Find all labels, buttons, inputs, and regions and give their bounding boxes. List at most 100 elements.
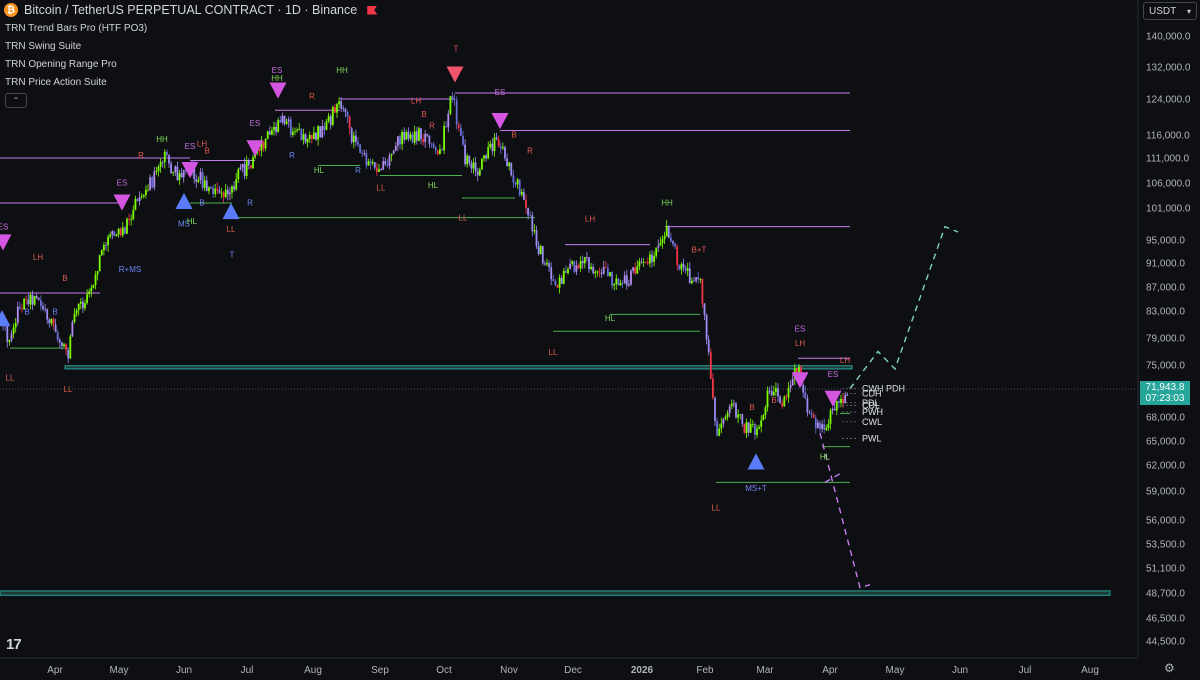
- flag-icon[interactable]: [367, 5, 378, 15]
- candle: [365, 153, 368, 166]
- candle: [317, 126, 319, 140]
- candle: [840, 398, 842, 404]
- candle: [817, 422, 819, 428]
- indicator-item[interactable]: TRN Trend Bars Pro (HTF PO3): [5, 23, 148, 34]
- candle: [598, 271, 601, 273]
- candle: [27, 299, 30, 305]
- candle: [373, 162, 376, 168]
- candle: [233, 186, 235, 190]
- candle: [842, 398, 844, 404]
- candle: [489, 143, 492, 147]
- currency-label: USDT: [1149, 5, 1177, 17]
- candle: [12, 327, 15, 334]
- swing-high-marker: [113, 194, 131, 211]
- candle: [775, 388, 777, 392]
- candle: [592, 266, 595, 274]
- candle: [772, 391, 775, 396]
- candle: [151, 177, 154, 188]
- candle: [594, 271, 597, 274]
- candle: [741, 414, 744, 425]
- candle: [453, 99, 456, 100]
- candle: [201, 172, 204, 189]
- candle: [397, 136, 399, 146]
- candle: [466, 155, 469, 165]
- candle: [651, 254, 653, 262]
- candle: [336, 104, 338, 113]
- candle: [476, 171, 479, 176]
- candle: [338, 101, 340, 105]
- candle: [283, 115, 286, 124]
- candle: [804, 392, 807, 399]
- swing-label: LL: [227, 225, 236, 234]
- indicator-item[interactable]: TRN Price Action Suite: [5, 77, 107, 88]
- candle: [649, 254, 651, 264]
- candle: [195, 179, 198, 182]
- candle: [432, 143, 435, 148]
- candle: [88, 291, 91, 295]
- indicator-item[interactable]: TRN Swing Suite: [5, 41, 82, 52]
- swing-label: R: [527, 146, 533, 155]
- candle: [445, 126, 448, 128]
- candle: [19, 306, 21, 309]
- y-tick-label: 124,000.0: [1146, 95, 1191, 106]
- candle: [266, 131, 269, 139]
- candle: [457, 124, 460, 128]
- current-price-value: 71,943.8: [1145, 382, 1185, 393]
- candle: [455, 99, 458, 125]
- candle: [628, 284, 630, 286]
- swing-low-marker: [0, 310, 11, 327]
- candle: [275, 126, 277, 133]
- candle: [75, 310, 78, 314]
- candle: [487, 146, 490, 159]
- candle: [331, 106, 334, 125]
- candle: [355, 135, 357, 142]
- swing-label: HH: [661, 199, 673, 208]
- swing-label: LL: [377, 184, 386, 193]
- candle: [749, 424, 752, 433]
- candle: [544, 263, 546, 265]
- candle: [145, 190, 147, 195]
- candle: [180, 173, 183, 178]
- swing-label: LH: [411, 97, 421, 106]
- currency-selector[interactable]: USDT ▾: [1143, 2, 1197, 20]
- candle: [510, 162, 513, 176]
- y-tick-label: 75,000.0: [1146, 361, 1185, 372]
- y-tick-label: 101,000.0: [1146, 204, 1191, 215]
- level-label: CDH: [862, 389, 882, 399]
- indicator-item[interactable]: TRN Opening Range Pro: [5, 59, 117, 70]
- swing-markers: [0, 66, 842, 470]
- candle: [485, 155, 487, 159]
- candle: [686, 268, 689, 271]
- y-tick-label: 106,000.0: [1146, 179, 1191, 190]
- gear-icon[interactable]: ⚙: [1164, 661, 1175, 675]
- candle: [224, 189, 227, 197]
- candle: [590, 266, 592, 270]
- collapse-indicators-button[interactable]: ⌃: [5, 93, 27, 108]
- candle: [762, 415, 765, 421]
- candle: [415, 131, 418, 141]
- candle: [401, 131, 403, 145]
- candle: [252, 157, 254, 169]
- candle: [514, 182, 517, 185]
- tradingview-logo-icon[interactable]: 17: [6, 636, 22, 653]
- candle: [443, 126, 445, 151]
- candle: [657, 245, 660, 248]
- candle: [124, 227, 126, 234]
- candle: [516, 179, 519, 185]
- candle: [304, 134, 307, 143]
- swing-label: ES: [250, 119, 261, 128]
- candle: [277, 120, 280, 133]
- candle: [520, 191, 523, 195]
- candle: [533, 230, 536, 232]
- candle: [554, 280, 557, 286]
- candle: [483, 155, 485, 159]
- candle: [168, 155, 170, 164]
- symbol-title[interactable]: Bitcoin / TetherUS PERPETUAL CONTRACT · …: [24, 3, 358, 17]
- swing-label: R+MS: [119, 265, 141, 274]
- candle: [623, 275, 626, 284]
- candle: [262, 141, 265, 149]
- candle: [819, 422, 821, 429]
- candle: [502, 147, 504, 149]
- bitcoin-icon[interactable]: ₿: [4, 3, 18, 17]
